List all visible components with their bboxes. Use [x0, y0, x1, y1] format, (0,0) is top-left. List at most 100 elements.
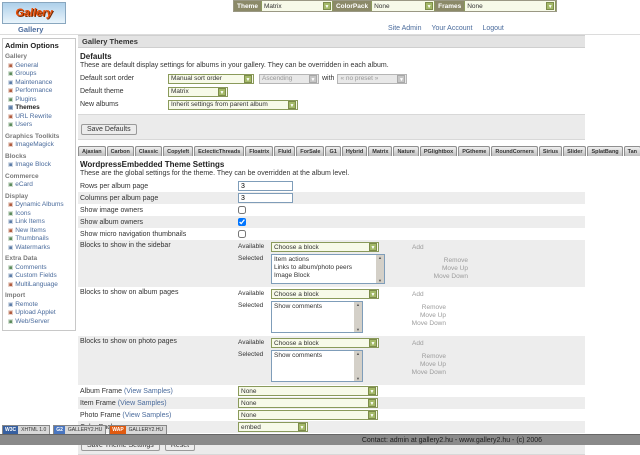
show-album-owners-checkbox[interactable] [238, 218, 246, 226]
logout-link[interactable]: Logout [482, 25, 504, 32]
album-available-block-select[interactable]: Choose a block ▼ [271, 289, 379, 299]
sidebar-item[interactable]: ▣ Icons [8, 209, 31, 217]
show-image-owners-checkbox[interactable] [238, 206, 246, 214]
theme-tab[interactable]: Hybrid [341, 146, 368, 156]
theme-tab[interactable]: PGlightbox [419, 146, 458, 156]
color-pack-select[interactable]: embed ▼ [238, 422, 308, 432]
selected-block-item[interactable]: Item actions [274, 256, 310, 263]
theme-tab[interactable]: Slider [563, 146, 587, 156]
sidebar-item[interactable]: ▣ Extra Data [5, 255, 38, 262]
album-selected-blocks-listbox[interactable]: Show comments ▲ ▼ [271, 301, 363, 333]
sidebar-item[interactable]: ▣ Plugins [8, 95, 37, 103]
listbox-scrollbar[interactable]: ▲ ▼ [376, 255, 384, 283]
sidebar-item[interactable]: ▣ Groups [8, 70, 37, 78]
show-micro-nav-checkbox[interactable] [238, 230, 246, 238]
default-sort-order-select[interactable]: Manual sort order ▼ [168, 73, 254, 84]
sidebar-item[interactable]: ▣ Thumbnails [8, 235, 49, 243]
scroll-down-icon[interactable]: ▼ [378, 278, 382, 283]
default-theme-row: Default theme Matrix ▼ [78, 85, 585, 98]
sidebar-item[interactable]: ▣ Image Block [8, 161, 51, 169]
selected-block-item[interactable]: Show comments [274, 352, 323, 359]
sidebar-item[interactable]: ▣ New Items [8, 226, 46, 234]
listbox-scrollbar[interactable]: ▲ ▼ [354, 302, 362, 332]
selected-block-item[interactable]: Image Block [274, 272, 310, 279]
theme-tab[interactable]: PGtheme [458, 146, 491, 156]
scroll-up-icon[interactable]: ▲ [378, 255, 382, 260]
sidebar-item[interactable]: ▣ Web/Server [8, 317, 50, 325]
toolbar-frames-select[interactable]: None ▼ [464, 1, 557, 11]
item-frame-view-samples-link[interactable]: (View Samples) [117, 399, 167, 407]
sidebar-selected-blocks-listbox[interactable]: Item actions Links to album/photo peers Im… [271, 254, 385, 284]
listbox-scrollbar[interactable]: ▲ ▼ [354, 351, 362, 381]
sidebar-item[interactable]: ▣ Display [5, 192, 29, 200]
photo-frame-view-samples-link[interactable]: (View Samples) [122, 411, 172, 419]
sidebar-item[interactable]: ▣ Import [5, 292, 26, 299]
header-links: Site Admin Your Account Logout [388, 25, 504, 32]
sidebar-item[interactable]: ▣ Commerce [5, 172, 39, 180]
toolbar-colorpack-select[interactable]: None ▼ [371, 1, 436, 11]
rows-per-page-input[interactable] [238, 181, 293, 191]
sidebar-item[interactable]: ▣ Remote [8, 300, 38, 308]
cols-per-page-input[interactable] [238, 193, 293, 203]
new-albums-select[interactable]: Inherit settings from parent album ▼ [168, 99, 298, 110]
sidebar-item[interactable]: ▣ Maintenance [8, 78, 53, 86]
photo-frame-select[interactable]: None ▼ [238, 410, 378, 420]
sidebar-remove-block-link: Remove [443, 257, 468, 264]
sidebar-item[interactable]: ▣ Themes [8, 104, 40, 112]
album-frame-select[interactable]: None ▼ [238, 386, 378, 396]
theme-tab[interactable]: Nature [393, 146, 419, 156]
gallery-logo[interactable]: Gallery [2, 2, 66, 24]
sidebar-item[interactable]: ▣ Users [8, 121, 33, 129]
theme-tab[interactable]: Tan [623, 146, 640, 156]
scroll-up-icon[interactable]: ▲ [356, 302, 360, 307]
theme-tab[interactable]: Sirius [538, 146, 563, 156]
sidebar-item[interactable]: ▣ General [8, 61, 39, 69]
sidebar-item[interactable]: ▣ Link Items [8, 218, 45, 226]
sidebar-item[interactable]: ▣ Gallery [5, 53, 28, 60]
item-frame-select[interactable]: None ▼ [238, 398, 378, 408]
sidebar-item[interactable]: ▣ Comments [8, 263, 47, 271]
save-defaults-button[interactable]: Save Defaults [81, 124, 137, 135]
theme-tab[interactable]: ForSale [296, 146, 325, 156]
theme-tab[interactable]: Floatrix [245, 146, 274, 156]
default-theme-label: Default theme [80, 88, 124, 95]
album-frame-view-samples-link[interactable]: (View Samples) [123, 387, 173, 395]
sidebar-item[interactable]: ▣ Graphics Toolkits [5, 132, 60, 140]
sidebar-item[interactable]: ▣ Blocks [5, 152, 27, 160]
sidebar-item[interactable]: ▣ Dynamic Albums [8, 201, 64, 209]
site-admin-link[interactable]: Site Admin [388, 25, 422, 32]
selected-block-item[interactable]: Show comments [274, 303, 323, 310]
cols-per-page-row: Columns per album page [78, 192, 585, 204]
theme-tab[interactable]: SplatBang [587, 146, 623, 156]
theme-tab[interactable]: Copyleft [163, 146, 194, 156]
sidebar-item[interactable]: ▣ eCard [8, 181, 33, 189]
theme-tab[interactable]: RoundCorners [491, 146, 538, 156]
theme-tab[interactable]: Carbon [106, 146, 134, 156]
sidebar-item[interactable]: ▣ URL Rewrite [8, 112, 52, 120]
theme-tab[interactable]: G1 [325, 146, 341, 156]
sidebar-item[interactable]: ▣ Custom Fields [8, 272, 57, 280]
breadcrumb[interactable]: Gallery [18, 25, 44, 34]
sidebar-item[interactable]: ▣ ImageMagick [8, 141, 54, 149]
your-account-link[interactable]: Your Account [431, 25, 473, 32]
themes-icon: ▣ [8, 105, 14, 112]
toolbar-theme-select[interactable]: Matrix ▼ [260, 1, 333, 11]
sidebar-item[interactable]: ▣ MultiLanguage [8, 280, 58, 288]
photo-available-block-select[interactable]: Choose a block ▼ [271, 338, 379, 348]
scroll-down-icon[interactable]: ▼ [356, 376, 360, 381]
photo-selected-blocks-listbox[interactable]: Show comments ▲ ▼ [271, 350, 363, 382]
selected-block-item[interactable]: Links to album/photo peers [274, 264, 353, 271]
sidebar-item[interactable]: ▣ Watermarks [8, 243, 50, 251]
scroll-down-icon[interactable]: ▼ [356, 327, 360, 332]
default-theme-select[interactable]: Matrix ▼ [168, 86, 228, 97]
sidebar-item[interactable]: ▣ Performance [8, 87, 53, 95]
theme-tab[interactable]: Classic [134, 146, 163, 156]
sidebar-available-block-select[interactable]: Choose a block ▼ [271, 242, 379, 252]
theme-tab[interactable]: Ajaxian [78, 146, 106, 156]
dropdown-arrow-icon: ▼ [368, 399, 376, 407]
sidebar-item[interactable]: ▣ Upload Applet [8, 309, 56, 317]
scroll-up-icon[interactable]: ▲ [356, 351, 360, 356]
theme-tab[interactable]: Fluid [274, 146, 296, 156]
theme-tab[interactable]: EclecticThreads [194, 146, 245, 156]
theme-tab[interactable]: Matrix [368, 146, 393, 156]
